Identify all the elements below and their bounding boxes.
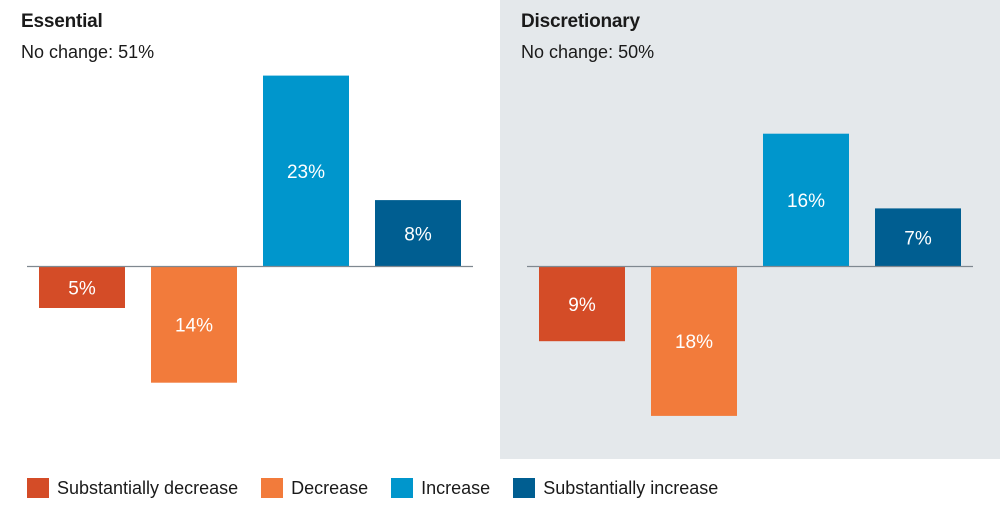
essential-chart: 5% 14% 23% 8% bbox=[27, 75, 473, 383]
legend-label: Decrease bbox=[291, 477, 369, 498]
legend: Substantially decrease Decrease Increase… bbox=[27, 477, 741, 499]
legend-item-substantially-increase: Substantially increase bbox=[513, 478, 718, 499]
bar-substantially-increase bbox=[375, 200, 461, 267]
discretionary-chart: 9% 18% 16% 7% bbox=[527, 133, 973, 416]
essential-panel: Essential No change: 51% 5% 14% 23% 8% bbox=[0, 0, 500, 459]
legend-label: Substantially decrease bbox=[57, 477, 239, 498]
legend-swatch bbox=[261, 478, 284, 498]
panel-title: Essential bbox=[21, 11, 103, 32]
legend-item-substantially-decrease: Substantially decrease bbox=[27, 478, 238, 499]
bar-value-label: 7% bbox=[904, 228, 932, 249]
bar-value-label: 5% bbox=[68, 278, 96, 299]
bar-substantially-decrease bbox=[39, 266, 125, 308]
legend-item-increase: Increase bbox=[391, 478, 490, 499]
bar-substantially-increase bbox=[875, 208, 961, 267]
bar-decrease bbox=[651, 266, 737, 416]
bar-value-label: 9% bbox=[568, 295, 596, 316]
discretionary-panel: Discretionary No change: 50% 9% 18% 16% 7% bbox=[500, 0, 1000, 459]
bar-value-label: 14% bbox=[175, 316, 213, 337]
panel-subtitle: No change: 50% bbox=[521, 42, 655, 62]
bar-decrease bbox=[151, 266, 237, 383]
legend-item-decrease: Decrease bbox=[261, 478, 368, 499]
legend-swatch bbox=[391, 478, 414, 498]
bar-increase bbox=[263, 75, 349, 267]
legend-label: Increase bbox=[421, 477, 491, 498]
legend-swatch bbox=[27, 478, 49, 498]
bar-substantially-decrease bbox=[539, 266, 625, 342]
panel-title: Discretionary bbox=[521, 11, 640, 32]
bar-value-label: 18% bbox=[675, 332, 713, 353]
legend-label: Substantially increase bbox=[543, 477, 719, 498]
panel-subtitle: No change: 51% bbox=[21, 42, 155, 62]
bar-value-label: 8% bbox=[404, 224, 432, 245]
legend-swatch bbox=[513, 478, 536, 498]
bar-value-label: 23% bbox=[287, 162, 325, 183]
bar-value-label: 16% bbox=[787, 191, 825, 212]
bar-increase bbox=[763, 133, 849, 267]
